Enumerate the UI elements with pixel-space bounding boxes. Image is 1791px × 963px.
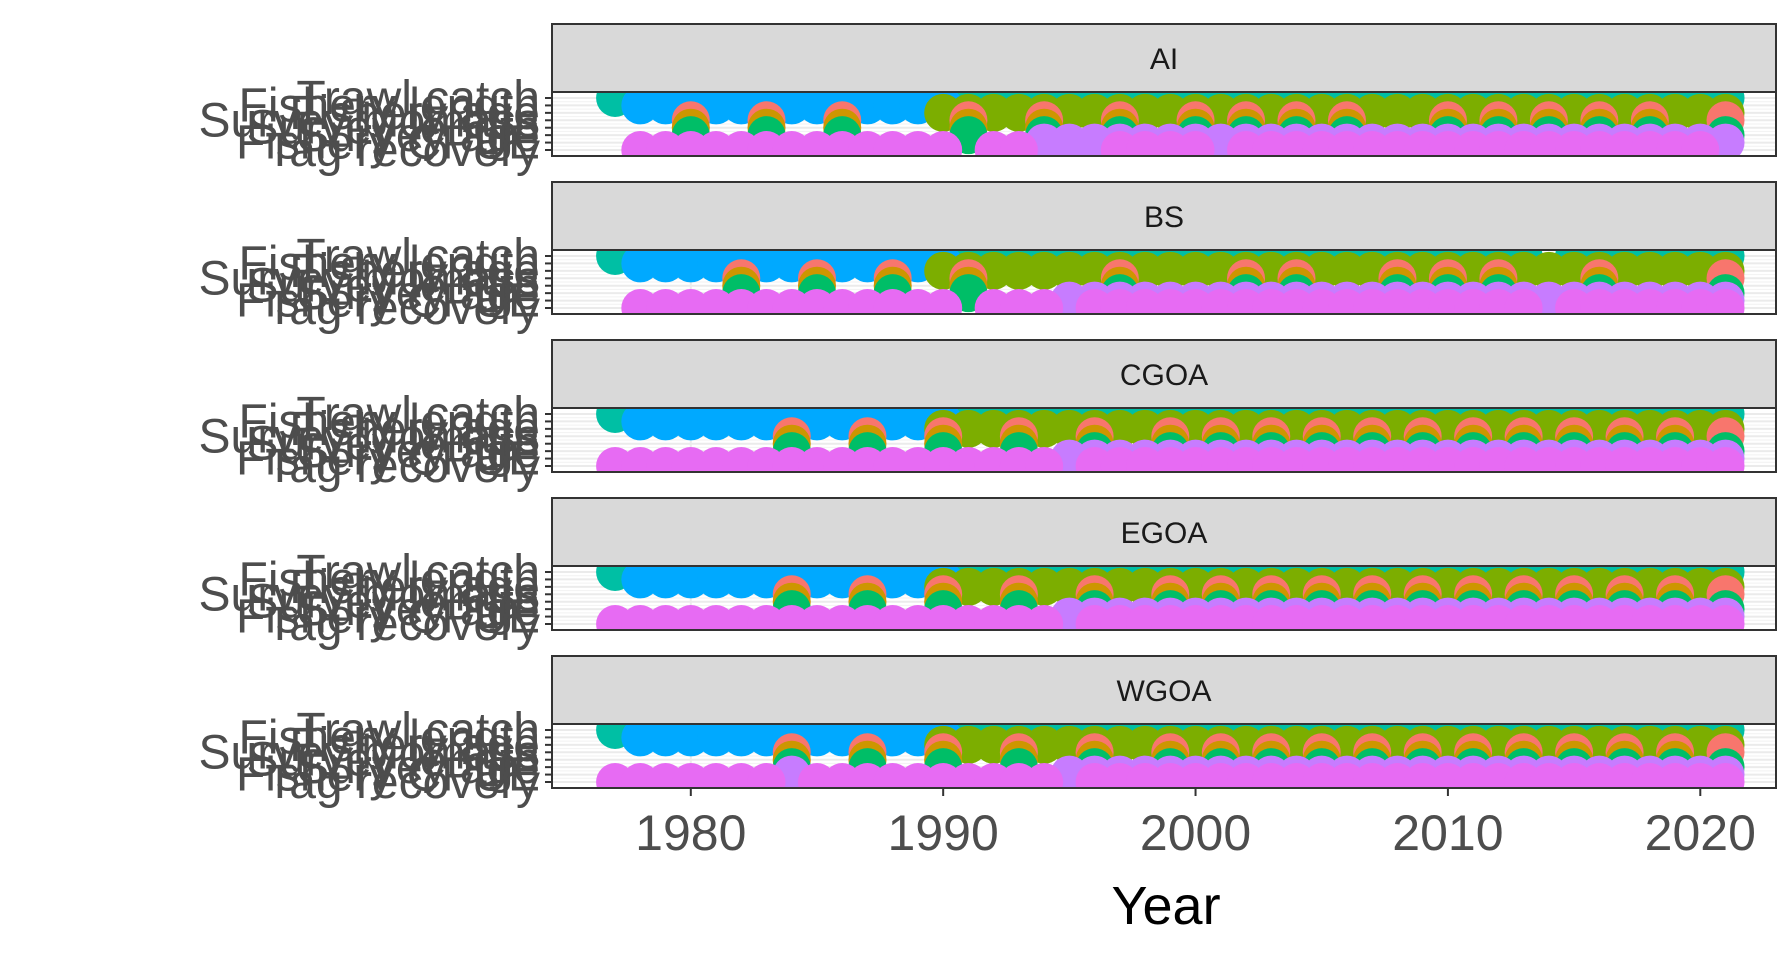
data-point [1706,447,1745,472]
data-point [1025,447,1064,472]
data-point [1025,605,1064,630]
facet-strip [551,655,1777,725]
y-tick-label: Fishery length [239,237,540,290]
facet-strip-label: WGOA [1117,675,1212,708]
data-points [596,408,1745,472]
y-tick-label: Tag recovery [265,756,540,809]
facet-strip-label: AI [1150,43,1178,76]
data-points [596,724,1745,788]
y-tick-label: Survey age [297,583,540,636]
data-point [1025,763,1064,788]
y-tick-label: Trawl catch [296,230,540,283]
facet-strip-label: BS [1144,201,1184,234]
data-point [1706,605,1745,630]
y-tick-label: Survey age [297,109,540,162]
y-tick-label: Survey length [246,576,540,629]
facet-strip-label: CGOA [1120,359,1208,392]
panel-border [551,565,1777,631]
y-tick-label: Survey biomass [199,252,540,305]
data-point [999,131,1038,156]
y-tick-label: Fishery age [289,403,540,456]
y-tick-label: Tag recovery [265,282,540,335]
y-tick-label: Survey biomass [199,94,540,147]
facet-strip [551,339,1777,409]
y-tick-label: Fishery age [289,87,540,140]
data-point [1176,131,1215,156]
y-tick-label: Tag recovery [265,440,540,493]
y-tick-label: Survey length [246,418,540,471]
x-axis: 1980 1990 2000 2010 2020 [635,788,1756,861]
y-tick-label: Survey length [246,734,540,787]
data-point [1504,289,1543,314]
y-tick-label: Fishery age [289,245,540,298]
y-tick-label: Survey biomass [199,410,540,463]
data-point [1025,289,1064,314]
y-tick-label: Survey length [246,102,540,155]
y-tick-label: Trawl catch [296,72,540,125]
data-points [596,92,1745,156]
x-axis-title: Year [1111,876,1220,936]
y-tick-label: Fishery length [239,79,540,132]
y-tick-label: Tag recovery [265,124,540,177]
y-tick-label: Survey length [246,260,540,313]
data-point [1706,289,1745,314]
x-tick-label: 2010 [1392,805,1503,861]
x-tick-label: 1990 [888,805,999,861]
x-tick-label: 1980 [635,805,746,861]
data-points [596,566,1745,630]
y-tick-label: Fishery CPUE [236,591,540,644]
y-tick-label: Trawl catch [296,388,540,441]
y-tick-label: Survey age [297,267,540,320]
y-tick-label: Trawl catch [296,546,540,599]
y-tick-label: Tag recovery [265,598,540,651]
data-point [747,763,786,788]
y-tick-label: Fishery CPUE [236,117,540,170]
y-tick-label: Trawl catch [296,704,540,757]
data-point [924,289,963,314]
y-tick-label: Fishery CPUE [236,433,540,486]
panel-border [551,249,1777,315]
y-tick-label: Fishery CPUE [236,749,540,802]
y-tick-label: Survey age [297,425,540,478]
data-points [596,250,1745,314]
facet-strip-label: EGOA [1121,517,1208,550]
y-tick-label: Fishery length [239,711,540,764]
y-tick-label: Survey biomass [199,726,540,779]
y-tick-label: Survey biomass [199,568,540,621]
panel-border [551,723,1777,789]
y-tick-label: Fishery age [289,719,540,772]
x-tick-label: 2000 [1140,805,1251,861]
panel-border [551,91,1777,157]
panel-border [551,407,1777,473]
y-tick-label: Fishery age [289,561,540,614]
data-point [1706,763,1745,788]
data-point [924,131,963,156]
y-tick-label: Fishery length [239,553,540,606]
x-tick-label: 2020 [1645,805,1756,861]
y-tick-label: Survey age [297,741,540,794]
facet-strip [551,23,1777,93]
y-tick-label: Fishery length [239,395,540,448]
data-point [1681,131,1720,156]
y-tick-label: Fishery CPUE [236,275,540,328]
